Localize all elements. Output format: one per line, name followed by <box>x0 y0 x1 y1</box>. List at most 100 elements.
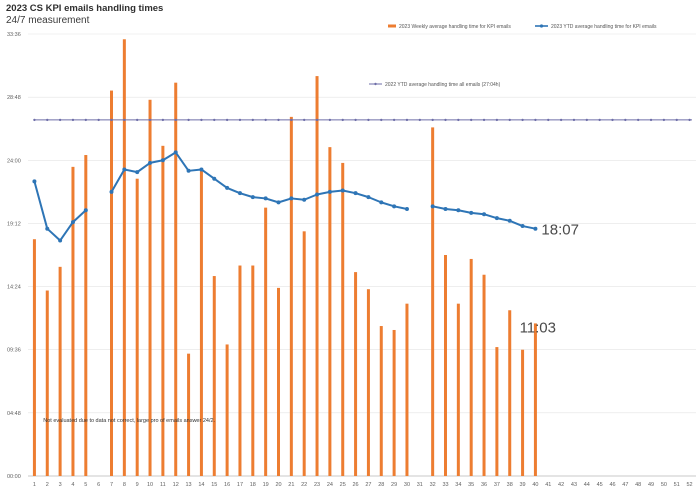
ytd-point-week-14 <box>199 167 204 172</box>
reference-point <box>58 118 62 122</box>
x-tick-label: 17 <box>237 482 243 488</box>
x-tick-label: 27 <box>365 482 371 488</box>
x-tick-label: 1 <box>33 482 36 488</box>
reference-point <box>547 118 550 122</box>
bar-week-8 <box>122 39 126 477</box>
ytd-point-week-1 <box>32 179 37 184</box>
reference-point <box>161 118 165 122</box>
ytd-line-segment <box>110 151 408 210</box>
x-tick-label: 29 <box>391 482 397 488</box>
bar-week-26 <box>354 272 358 476</box>
ytd-point-week-18 <box>250 195 255 200</box>
reference-point <box>534 118 537 122</box>
reference-point <box>84 118 88 122</box>
x-tick-label: 16 <box>224 482 230 488</box>
ytd-point-week-2 <box>45 226 50 231</box>
bar-week-5 <box>84 155 88 476</box>
x-tick-label: 42 <box>558 482 564 488</box>
legend-label-ytd: 2023 YTD average handling time for KPI e… <box>551 24 657 30</box>
x-tick-label: 43 <box>571 482 577 488</box>
x-tick-label: 33 <box>442 482 448 488</box>
x-tick-label: 24 <box>327 482 333 488</box>
reference-point <box>636 118 640 122</box>
ytd-point-week-3 <box>58 238 63 243</box>
x-tick-label: 5 <box>84 482 87 488</box>
ytd-point-week-16 <box>225 185 230 190</box>
x-tick-label: 9 <box>136 482 139 488</box>
bar-week-36 <box>482 274 486 476</box>
bar-week-39 <box>521 349 525 476</box>
bar-week-23 <box>315 76 319 476</box>
gridlines <box>28 33 696 477</box>
reference-point <box>392 118 396 122</box>
ytd-point-week-38 <box>507 218 512 223</box>
weekly-bars <box>32 39 537 477</box>
x-tick-label: 10 <box>147 482 153 488</box>
x-tick-label: 12 <box>173 482 179 488</box>
reference-point <box>200 118 203 122</box>
reference-point <box>315 118 319 122</box>
x-tick-label: 2 <box>46 482 49 488</box>
reference-point <box>572 118 576 122</box>
reference-point <box>354 118 357 122</box>
ytd-point-week-9 <box>135 170 140 175</box>
chart-title: 2023 CS KPI emails handling times <box>6 3 164 14</box>
ytd-line-segment <box>432 205 536 230</box>
x-tick-label: 34 <box>455 482 461 488</box>
x-tick-label: 52 <box>687 482 693 488</box>
ytd-point-week-34 <box>456 208 461 213</box>
bar-week-19 <box>264 207 268 476</box>
x-tick-label: 11 <box>160 482 166 488</box>
bar-week-9 <box>135 178 139 476</box>
x-tick-label: 41 <box>545 482 551 488</box>
bar-week-10 <box>148 99 152 477</box>
reference-point <box>110 118 113 122</box>
reference-point <box>675 118 678 122</box>
x-tick-label: 6 <box>97 482 100 488</box>
bar-week-4 <box>71 166 75 476</box>
reference-point <box>290 118 293 122</box>
ytd-line-segment <box>33 181 87 242</box>
y-tick-label: 14:24 <box>7 285 21 291</box>
x-tick-label: 7 <box>110 482 113 488</box>
x-tick-label: 38 <box>507 482 513 488</box>
reference-point <box>238 118 242 122</box>
x-tick-label: 51 <box>674 482 680 488</box>
x-tick-label: 40 <box>532 482 538 488</box>
ytd-point-week-4 <box>70 220 75 225</box>
x-tick-label: 19 <box>263 482 269 488</box>
x-tick-label: 50 <box>661 482 667 488</box>
reference-point <box>46 118 49 122</box>
bar-week-34 <box>456 303 460 476</box>
x-tick-label: 49 <box>648 482 654 488</box>
x-tick-label: 37 <box>494 482 500 488</box>
callout-weekly-latest: 11:03 <box>520 320 556 337</box>
bar-week-22 <box>302 231 306 476</box>
legend: 2023 Weekly average handling time for KP… <box>369 24 657 88</box>
x-tick-label: 45 <box>597 482 603 488</box>
bar-week-7 <box>110 90 113 476</box>
y-tick-label: 19:12 <box>7 221 21 227</box>
reference-point <box>418 118 422 122</box>
bar-week-40 <box>533 323 537 476</box>
bar-week-37 <box>495 347 499 476</box>
x-tick-label: 14 <box>198 482 204 488</box>
reference-point <box>457 118 460 122</box>
x-tick-label: 30 <box>404 482 410 488</box>
bar-week-11 <box>161 145 165 476</box>
x-tick-label: 15 <box>211 482 217 488</box>
x-tick-label: 22 <box>301 482 307 488</box>
ytd-point-week-21 <box>289 196 294 201</box>
reference-point <box>380 118 383 122</box>
reference-point <box>598 118 601 122</box>
x-tick-label: 39 <box>520 482 526 488</box>
ytd-point-week-37 <box>494 216 499 221</box>
ytd-point-week-35 <box>469 210 474 215</box>
bar-week-38 <box>508 310 512 476</box>
reference-point <box>225 118 229 122</box>
reference-point <box>97 118 100 122</box>
legend-marker-2022 <box>374 82 377 86</box>
chart-subtitle: 24/7 measurement <box>6 15 90 26</box>
reference-point <box>33 118 36 122</box>
reference-point <box>611 118 614 122</box>
